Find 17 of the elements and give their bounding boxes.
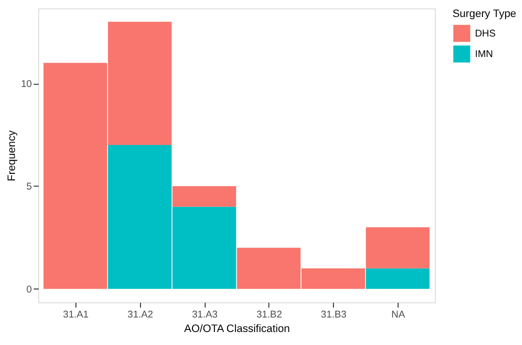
- legend-label: IMN: [474, 48, 493, 60]
- x-tick-label: 31.A1: [63, 309, 89, 320]
- legend-label: DHS: [474, 28, 496, 40]
- y-tick-label: 10: [20, 78, 32, 90]
- x-tick-label: NA: [391, 309, 406, 320]
- y-tick-label: 5: [26, 182, 32, 193]
- bar: [366, 227, 430, 268]
- x-tick-label: 31.A2: [128, 309, 154, 320]
- x-tick-label: 31.B2: [256, 309, 282, 320]
- y-axis-title: Frequency: [6, 130, 18, 182]
- bar: [366, 268, 430, 289]
- y-tick-label: 0: [26, 284, 32, 296]
- x-tick-label: 31.A3: [192, 309, 218, 320]
- bar: [172, 186, 236, 207]
- x-tick-label: 31.B3: [320, 309, 348, 320]
- x-axis-title: AO/OTA Classification: [184, 323, 290, 336]
- legend-title: Surgery Type: [452, 8, 516, 20]
